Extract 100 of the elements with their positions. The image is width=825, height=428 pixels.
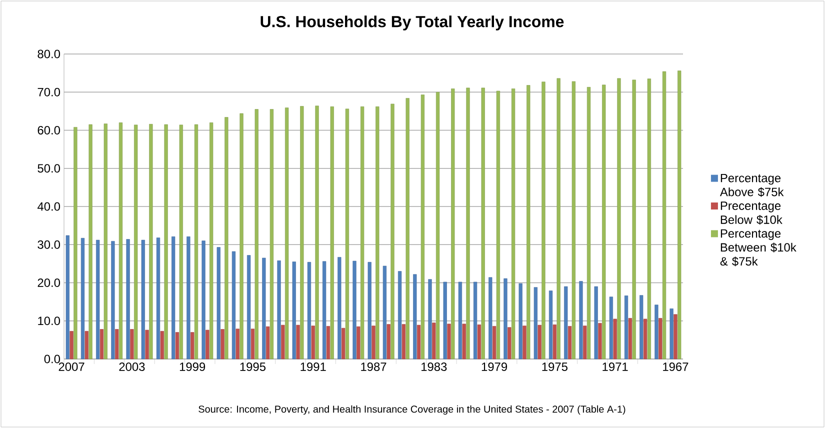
bar [104,124,108,360]
bar [70,331,74,360]
bar [458,282,462,360]
bar [356,326,360,360]
bar [643,318,648,360]
y-tick-label: 0.0 [44,354,60,364]
bar [548,290,553,360]
bar [84,331,88,360]
bar [564,286,568,360]
bar [542,82,546,360]
x-tick-label: 2007 [58,362,84,371]
bar [481,88,485,360]
bar [390,104,394,360]
bar [572,81,576,360]
bar [526,85,530,360]
bar [330,106,334,360]
bar [352,260,356,360]
bar [236,328,240,360]
legend-label: Percentage Between $10k & $75k [720,229,796,266]
bar [190,332,194,360]
bar [583,326,587,360]
bar [254,109,258,360]
bar [386,324,390,360]
bar [368,262,372,360]
y-tick-label: 40.0 [38,202,60,211]
x-tick-label: 1979 [482,362,508,371]
bar [496,90,500,360]
bar [345,108,350,360]
bar [126,239,130,360]
bar [202,240,206,360]
bar [609,296,613,360]
bar [111,241,115,360]
bar [382,266,387,360]
bar [262,258,266,360]
bar [247,255,251,360]
y-tick-label: 70.0 [38,88,60,96]
bar [413,274,417,360]
x-tick-label: 1991 [300,362,326,371]
bar [292,262,296,360]
bar [372,326,376,360]
bar [598,323,602,360]
bar [443,282,447,360]
bar [504,278,508,360]
bar [164,124,168,360]
bar [232,251,236,360]
y-tick-label: 10.0 [38,316,60,326]
y-tick-label: 80.0 [38,50,60,58]
x-tick-label: 1975 [542,362,568,371]
y-tick-label: 50.0 [38,164,60,173]
bar [250,328,255,360]
bar [613,318,617,360]
bar [322,261,326,360]
bar [307,262,312,360]
bar [417,324,421,360]
bar [654,304,658,360]
bar [315,106,319,360]
bar [466,88,470,360]
bar [145,330,149,360]
bar [518,283,522,360]
bar [568,326,572,360]
bar [632,80,636,360]
bar [556,78,560,360]
bar [300,106,304,360]
bar [522,326,526,360]
bar [115,329,119,360]
x-tick-label: 1987 [361,362,386,371]
bar [462,324,466,360]
bar [74,127,78,360]
bar [594,286,598,360]
bar [186,236,190,360]
x-tick-label: 1983 [422,362,447,371]
bar [206,330,210,360]
bar [552,324,556,360]
bar [80,238,85,360]
bar [179,124,183,360]
bar [88,124,92,360]
bar [674,314,678,360]
bar [100,329,104,360]
bar [617,78,621,360]
bar [428,279,432,360]
bar [149,124,153,360]
bar [451,88,455,360]
bar [277,260,281,360]
bar [398,271,402,360]
bar [66,235,70,360]
bar [406,98,410,360]
bar [420,94,425,360]
bar [647,78,651,360]
bar [477,324,481,360]
bar [210,122,214,360]
bar [96,240,100,360]
bar [311,326,315,360]
bar [534,287,538,360]
bar [538,324,542,360]
bar [678,70,682,360]
x-tick-label: 1999 [180,362,206,371]
bar [216,247,220,360]
bar [175,332,180,360]
bar [266,326,270,360]
legend-label: Precentage Below $10k [720,202,782,225]
